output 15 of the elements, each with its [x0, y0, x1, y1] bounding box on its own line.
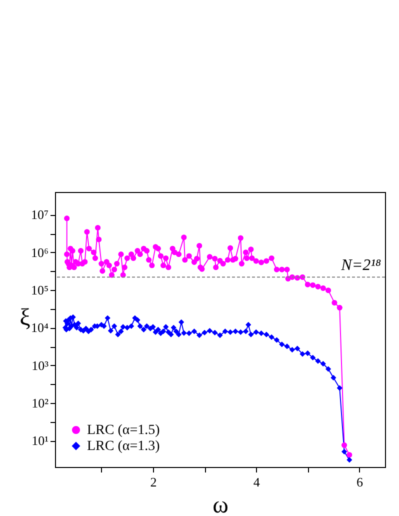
x-tick-label: 4	[253, 474, 260, 490]
y-tick-label: 10³	[32, 358, 49, 373]
legend-label: LRC (α=1.3)	[87, 439, 160, 454]
x-axis-title: ω	[212, 492, 228, 516]
y-tick-label: 10⁵	[30, 282, 48, 298]
y-tick-label: 10¹	[32, 433, 49, 448]
x-tick-label: 6	[356, 474, 364, 490]
y-tick-label: 10⁶	[30, 244, 48, 260]
annotation: N=2¹⁸	[340, 257, 382, 274]
y-axis-title: ξ	[20, 305, 31, 331]
y-tick-label: 10⁴	[30, 320, 49, 336]
x-tick-label: 2	[150, 474, 157, 490]
y-tick-label: 10⁷	[30, 207, 48, 222]
legend-label: LRC (α=1.5)	[87, 423, 160, 438]
y-tick-label: 10²	[32, 396, 49, 411]
